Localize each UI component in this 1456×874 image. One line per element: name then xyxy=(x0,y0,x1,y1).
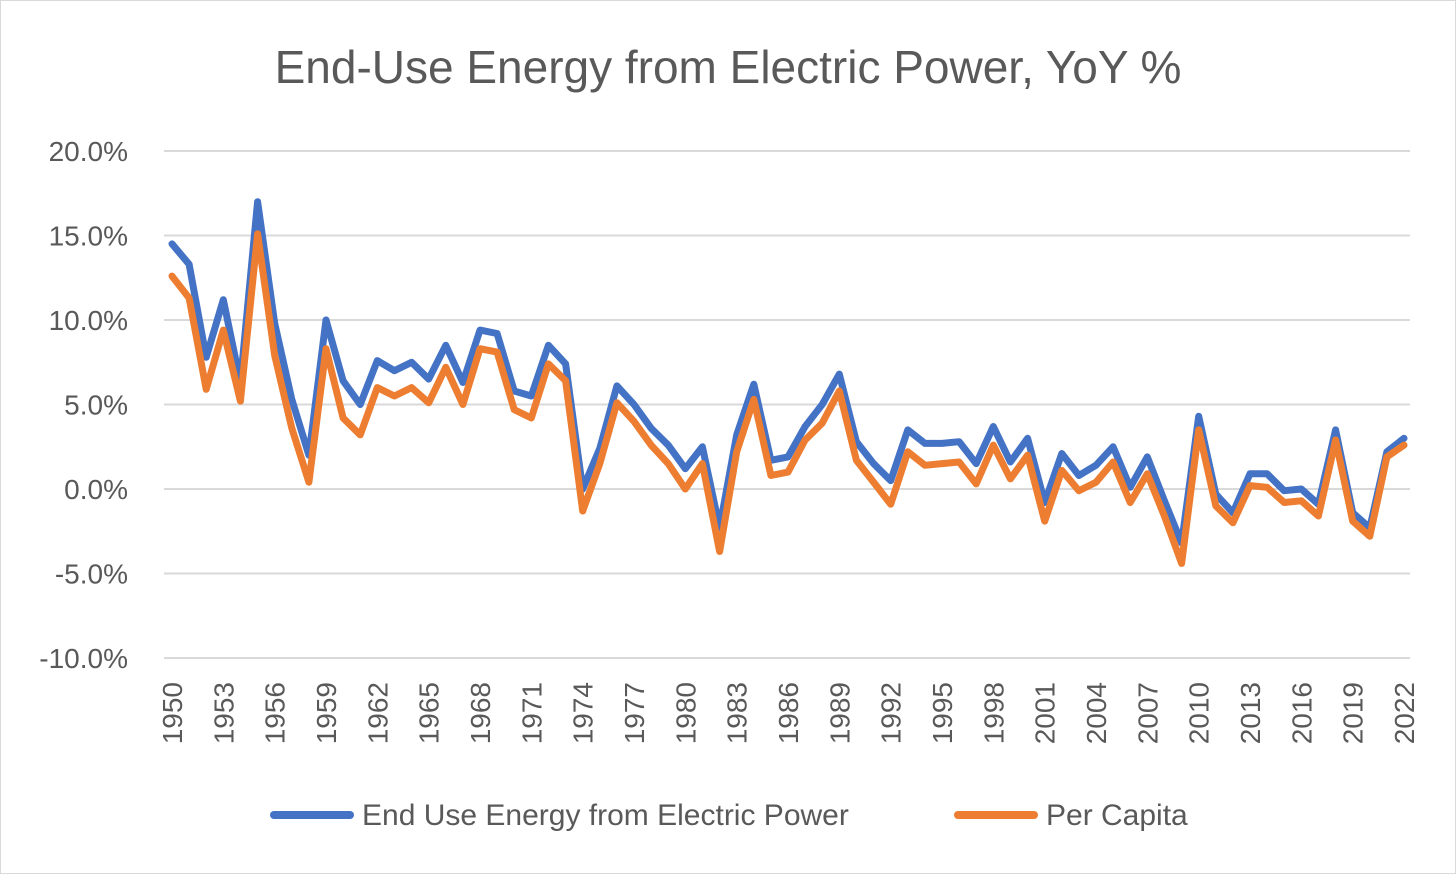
x-tick-label: 1968 xyxy=(465,682,496,744)
chart-title: End-Use Energy from Electric Power, YoY … xyxy=(274,41,1182,93)
x-tick-label: 1950 xyxy=(157,682,188,744)
x-tick-label: 1995 xyxy=(927,682,958,744)
legend-label-1: End Use Energy from Electric Power xyxy=(362,799,849,832)
x-tick-label: 2007 xyxy=(1132,682,1163,744)
legend: End Use Energy from Electric Power Per Ca… xyxy=(270,799,1188,832)
x-tick-label: 1986 xyxy=(773,682,804,744)
x-tick-label: 1962 xyxy=(362,682,393,744)
x-tick-label: 1965 xyxy=(414,682,445,744)
y-tick-label: 0.0% xyxy=(64,474,128,505)
x-axis-tick-labels: 1950 1953 1956 1959 1962 1965 1968 1971 1974 1977… xyxy=(157,682,1420,744)
x-tick-label: 1980 xyxy=(670,682,701,744)
y-tick-label: -10.0% xyxy=(39,643,128,674)
y-axis-tick-labels: -10.0% -5.0% 0.0% 5.0% 10.0% 15.0% 20.0% xyxy=(39,136,128,674)
x-tick-label: 2019 xyxy=(1338,682,1369,744)
series-line-2 xyxy=(168,230,1408,567)
x-tick-label: 1953 xyxy=(208,682,239,744)
x-tick-label: 1992 xyxy=(876,682,907,744)
x-tick-label: 2004 xyxy=(1081,682,1112,744)
legend-label-2: Per Capita xyxy=(1046,799,1188,832)
x-tick-label: 1971 xyxy=(516,682,547,744)
y-tick-label: 20.0% xyxy=(49,136,128,167)
x-tick-label: 1959 xyxy=(311,682,342,744)
x-tick-label: 1974 xyxy=(568,682,599,744)
gridlines xyxy=(164,150,1410,659)
x-tick-label: 2016 xyxy=(1286,682,1317,744)
y-tick-label: 10.0% xyxy=(49,305,128,336)
x-tick-label: 1998 xyxy=(978,682,1009,744)
y-tick-label: 5.0% xyxy=(64,390,128,421)
x-tick-label: 1989 xyxy=(824,682,855,744)
x-tick-label: 2013 xyxy=(1235,682,1266,744)
x-tick-label: 1983 xyxy=(722,682,753,744)
series-line-1 xyxy=(168,198,1408,547)
x-tick-label: 2010 xyxy=(1184,682,1215,744)
x-tick-label: 1956 xyxy=(260,682,291,744)
y-tick-label: 15.0% xyxy=(49,221,128,252)
series-lines xyxy=(168,198,1408,567)
x-tick-label: 2022 xyxy=(1389,682,1420,744)
x-tick-label: 2001 xyxy=(1030,682,1061,744)
x-tick-label: 1977 xyxy=(619,682,650,744)
y-tick-label: -5.0% xyxy=(55,559,128,590)
